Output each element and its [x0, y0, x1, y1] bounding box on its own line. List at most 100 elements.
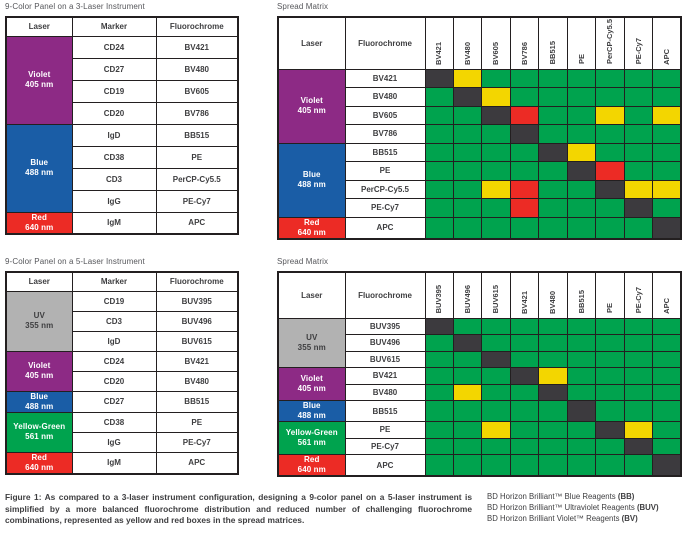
header-row: Laser Marker Fluorochrome [5, 271, 239, 292]
matrix-cell-dark [509, 367, 540, 385]
fluorochrome-label: PE-Cy7 [344, 198, 426, 218]
laser-cell-yellow-green: Yellow-Green 561 nm [5, 411, 73, 453]
matrix-cell-green [652, 142, 682, 162]
matrix-cell-green [623, 142, 654, 162]
matrix-cell-green [538, 179, 568, 199]
fluorochrome-label: BV480 [344, 87, 426, 107]
laser-wavelength: 488 nm [297, 411, 326, 420]
matrix-cell-green [509, 68, 540, 88]
table-row: Blue 488 nm IgD BB515 [5, 123, 239, 213]
matrix-cell-green [452, 400, 483, 422]
column-header: Marker [71, 16, 157, 37]
fluorochrome-cell: PE [155, 411, 239, 433]
column-header: Marker [71, 271, 157, 292]
matrix-cell-green [566, 124, 597, 144]
rotated-column-header: BUV615 [481, 271, 511, 319]
laser-cell-red: Red 640 nm [5, 211, 73, 235]
matrix-cell-green [652, 161, 682, 181]
section-spread-matrix-5laser: Spread Matrix Laser Fluorochrome BUV395 BUV… [277, 257, 683, 477]
matrix-cell-dark [538, 383, 568, 401]
marker-cell: CD38 [71, 145, 157, 169]
laser-name: Red [31, 452, 47, 462]
fluorochrome-cell: APC [155, 451, 239, 474]
table-row: CD20 BV786 [6, 101, 239, 125]
matrix-cell-green [481, 400, 511, 422]
laser-cell-violet: Violet 405 nm [277, 367, 346, 401]
matrix-cell-green [595, 350, 625, 368]
rotated-column-header: APC [652, 271, 682, 319]
matrix-cell-green [623, 317, 654, 335]
matrix-cell-green [652, 87, 682, 107]
matrix-cell-green [424, 383, 454, 401]
laser-cell-red: Red 640 nm [5, 451, 73, 474]
section-panel-5laser: 9-Color Panel on a 5-Laser Instrument La… [5, 257, 239, 475]
fluorochrome-cell: BB515 [155, 390, 239, 413]
matrix-cell-green [424, 350, 454, 368]
laser-wavelength: 405 nm [25, 371, 54, 380]
matrix-row: BV480 [278, 87, 682, 107]
matrix-cell-green [623, 87, 654, 107]
table-row: Blue 488 nm CD27 BB515 [5, 390, 239, 413]
rotated-column-label: BB515 [576, 290, 586, 314]
section-title-spread-matrix-5laser: Spread Matrix [277, 257, 329, 266]
fluorochrome-cell: BUV395 [155, 290, 239, 312]
table-row: Red 640 nm IgM APC [5, 451, 239, 474]
laser-name: Blue [30, 158, 49, 167]
matrix-cell-green [652, 383, 682, 401]
laser-name: Violet [300, 374, 323, 383]
laser-cell-blue: Blue 488 nm [5, 390, 73, 413]
matrix-cell-red [509, 179, 540, 199]
fluorochrome-label: PE-Cy7 [344, 437, 426, 455]
marker-cell: CD38 [71, 411, 157, 433]
matrix-cell-dark [538, 142, 568, 162]
laser-name: Red [31, 212, 47, 222]
matrix-cell-green [481, 367, 511, 385]
section-title-panel-3laser: 9-Color Panel on a 3-Laser Instrument [5, 2, 145, 11]
matrix-cell-red [509, 198, 540, 218]
column-header: Fluorochrome [344, 271, 426, 319]
matrix-cell-green [481, 198, 511, 218]
rotated-column-label: BV421 [434, 41, 444, 65]
matrix-cell-yellow [595, 105, 625, 125]
matrix-cell-green [452, 142, 483, 162]
marker-cell: IgG [71, 189, 157, 213]
section-panel-3laser: 9-Color Panel on a 3-Laser Instrument La… [5, 2, 239, 235]
matrix-cell-green [481, 142, 511, 162]
rotated-column-label: BV480 [548, 290, 558, 314]
rotated-column-header: PE [566, 16, 597, 70]
table-row: Violet 405 nm CD24 BV421 [5, 35, 239, 125]
matrix-cell-green [538, 334, 568, 352]
matrix-cell-green [652, 437, 682, 455]
matrix-cell-green [595, 317, 625, 335]
matrix-cell-green [509, 400, 540, 422]
matrix-cell-green [538, 317, 568, 335]
matrix-cell-green [623, 334, 654, 352]
matrix-cell-red [595, 161, 625, 181]
matrix-cell-green [452, 198, 483, 218]
matrix-cell-dark [424, 68, 454, 88]
marker-cell: CD27 [71, 390, 157, 413]
matrix-cell-dark [623, 437, 654, 455]
matrix-cell-green [452, 216, 483, 239]
matrix-cell-green [595, 142, 625, 162]
matrix-cell-green [481, 124, 511, 144]
matrix-cell-green [652, 334, 682, 352]
matrix-cell-yellow [566, 142, 597, 162]
matrix-cell-green [595, 437, 625, 455]
matrix-cell-green [452, 161, 483, 181]
rotated-column-label: APC [661, 297, 671, 314]
laser-wavelength: 561 nm [25, 432, 54, 441]
marker-cell: IgG [71, 431, 157, 453]
section-spread-matrix-3laser: Spread Matrix Laser Fluorochrome BV421 BV48… [277, 2, 683, 240]
matrix-cell-green [481, 317, 511, 335]
panel-table-3laser: Laser Marker Fluorochrome Violet 405 nm CD24 B… [5, 16, 239, 235]
rotated-column-header: PE-Cy7 [623, 16, 654, 70]
matrix-cell-green [652, 421, 682, 439]
table-row: CD38 PE [6, 145, 239, 169]
matrix-cell-green [481, 334, 511, 352]
matrix-cell-green [623, 454, 654, 477]
matrix-cell-dark [595, 421, 625, 439]
fluorochrome-label: BV786 [344, 124, 426, 144]
legend-item: BD Horizon Brilliant™ Ultraviolet Reagen… [487, 503, 683, 514]
